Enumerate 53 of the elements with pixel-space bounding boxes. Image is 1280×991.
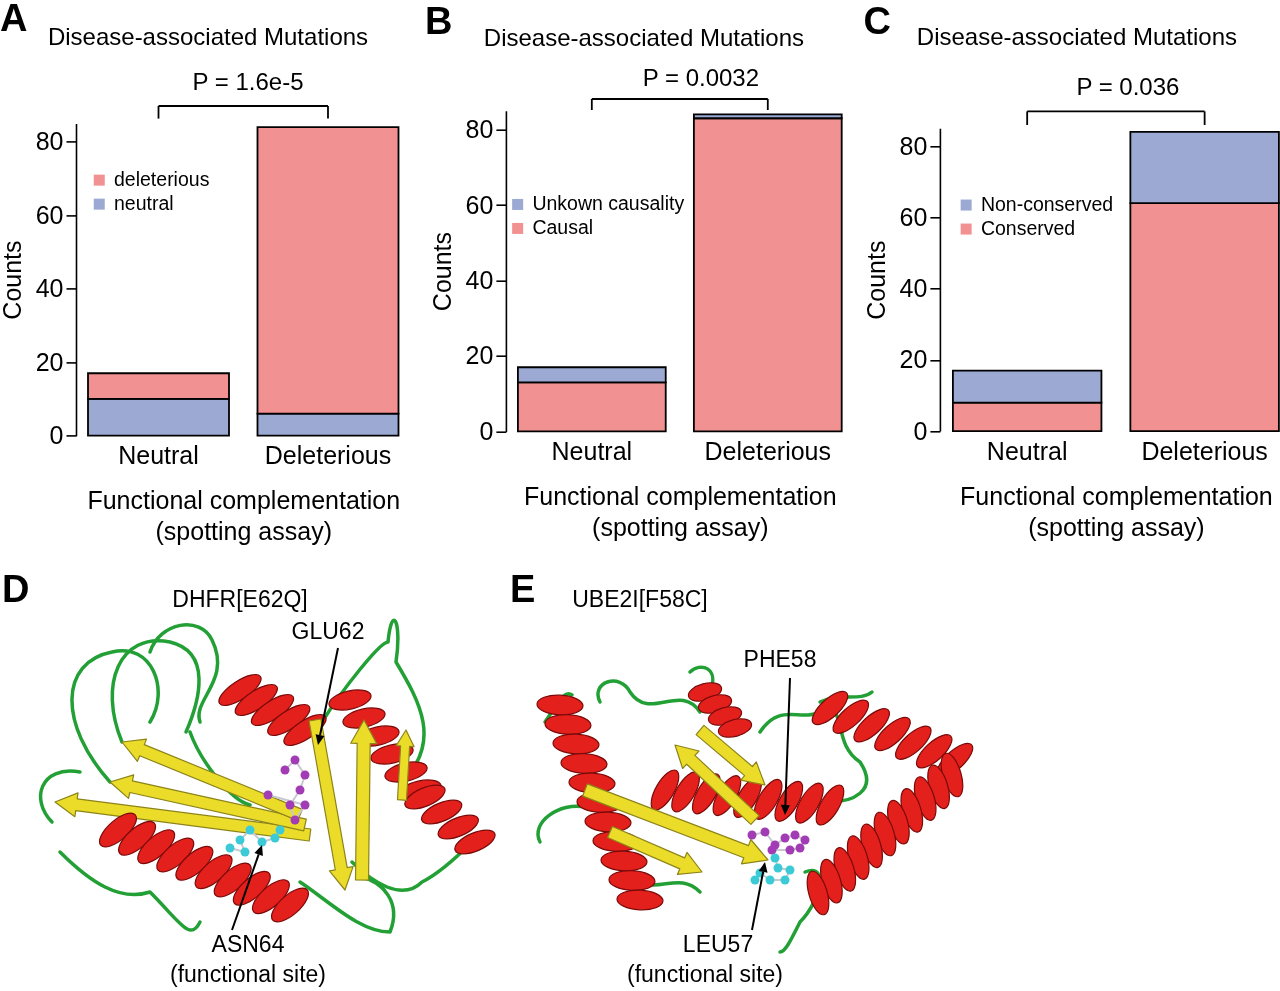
x-tick-label: Deleterious (264, 441, 392, 470)
legend-label: deleterious (114, 168, 210, 191)
x-tick-label: Deleterious (1141, 436, 1268, 465)
y-tick-label: 20 (899, 345, 928, 374)
x-tick-label: Neutral (551, 436, 633, 465)
y-tick-label: 40 (35, 274, 64, 303)
x-tick-label: Neutral (986, 436, 1068, 465)
y-axis-title: Counts (0, 240, 26, 320)
x-axis-title: Functional complementation (spotting assay) (87, 486, 401, 546)
x-axis-title: Functional complementation (spotting assay) (960, 481, 1273, 541)
text: (functional site) (627, 961, 783, 987)
y-tick-label: 0 (479, 416, 494, 445)
y-tick-label: 40 (465, 265, 494, 294)
y-tick-label: 60 (35, 200, 64, 229)
text: ASN64 (211, 931, 285, 957)
y-tick-label: 80 (899, 131, 928, 160)
x-tick-label: Deleterious (704, 436, 832, 465)
legend-label: Non-conserved (980, 193, 1114, 216)
text: GLU62 (291, 618, 365, 644)
text: (functional site) (170, 961, 326, 987)
text: PHE58 (743, 646, 817, 672)
y-tick-label: 60 (899, 202, 928, 231)
legend-label: Conserved (980, 217, 1076, 240)
y-tick-label: 60 (465, 190, 494, 219)
text: UBE2I[F58C] (572, 586, 708, 612)
y-tick-label: 80 (465, 115, 494, 144)
y-tick-label: 40 (899, 274, 928, 303)
y-axis-title: Counts (861, 240, 890, 320)
text: A (0, 0, 28, 40)
text: C (863, 0, 892, 43)
legend-label: Causal (532, 216, 594, 239)
text: P = 0.036 (1076, 73, 1180, 101)
text: DHFR[E62Q] (172, 586, 308, 612)
x-tick-label: Neutral (118, 441, 199, 470)
chart-title: Disease-associated Mutations (916, 23, 1237, 51)
text: P = 0.0032 (642, 63, 760, 91)
y-tick-label: 20 (465, 341, 494, 370)
y-axis-title: Counts (427, 231, 456, 312)
y-tick-label: 20 (35, 347, 64, 376)
text: E (510, 568, 536, 610)
legend-label: neutral (114, 192, 174, 215)
x-axis-title: Functional complementation (spotting assay) (523, 481, 837, 541)
text: B (425, 0, 453, 42)
text: P = 1.6e-5 (192, 68, 304, 96)
chart-title: Disease-associated Mutations (483, 23, 804, 51)
bar (692, 117, 843, 433)
chart-title: Disease-associated Mutations (47, 23, 369, 51)
legend-label: Unkown causality (532, 192, 685, 215)
text: LEU57 (682, 931, 754, 957)
text: D (2, 568, 30, 610)
y-tick-label: 0 (49, 421, 64, 450)
y-tick-label: 0 (913, 416, 928, 445)
y-tick-label: 80 (35, 127, 64, 156)
